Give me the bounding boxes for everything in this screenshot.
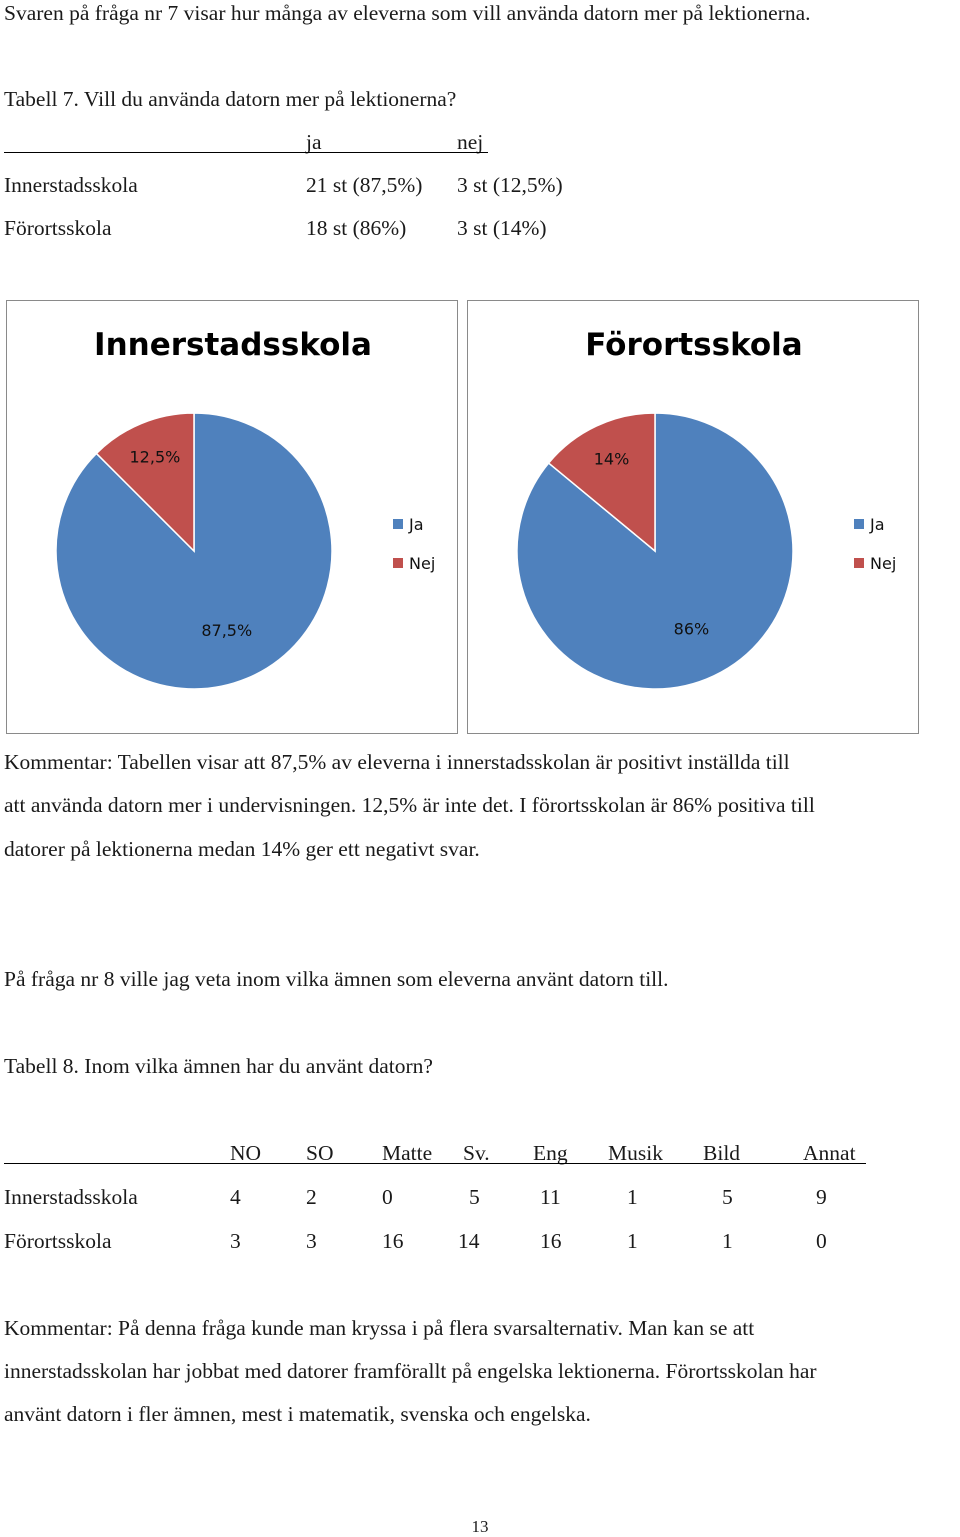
table8-cell: 0 [382, 1185, 393, 1209]
table8-cell: 5 [722, 1185, 733, 1209]
legend-label: Ja [408, 515, 424, 534]
table7-caption: Tabell 7. Vill du använda datorn mer på … [4, 87, 457, 111]
table8-header: Eng [533, 1141, 568, 1165]
table8-header: NO [230, 1141, 262, 1165]
data-label: 14% [594, 450, 630, 469]
table7-cell: 21 st (87,5%) [306, 173, 423, 197]
legend-swatch [393, 519, 403, 529]
comment8-line: innerstadsskolan har jobbat med datorer … [4, 1359, 817, 1383]
pie-slice-ja [55, 412, 333, 690]
table8-cell: 1 [722, 1229, 733, 1253]
table8-header-rule [4, 1163, 866, 1164]
data-label: 86% [674, 619, 710, 638]
pie-slice-nej [95, 412, 195, 553]
table7-header-nej: nej [457, 130, 484, 154]
table8-cell: 3 [306, 1229, 317, 1253]
table8-row-label: Förortsskola [4, 1229, 112, 1253]
table7-cell: 18 st (86%) [306, 216, 407, 240]
table7-cell: 3 st (14%) [457, 216, 547, 240]
comment7-line: datorer på lektionerna medan 14% ger ett… [4, 837, 480, 861]
data-label: 87,5% [201, 621, 252, 640]
table8-row-label: Innerstadsskola [4, 1185, 138, 1209]
table7-row-label: Förortsskola [4, 216, 112, 240]
legend-swatch [854, 519, 864, 529]
table8-caption: Tabell 8. Inom vilka ämnen har du använt… [4, 1054, 433, 1078]
pie-slice-nej [547, 412, 656, 553]
legend-label: Nej [409, 554, 435, 573]
table8-cell: 2 [306, 1185, 317, 1209]
table8-header: Sv. [463, 1141, 490, 1165]
table8-cell: 16 [382, 1229, 404, 1253]
table8-cell: 11 [540, 1185, 561, 1209]
question8-text: På fråga nr 8 ville jag veta inom vilka … [4, 967, 669, 991]
table8-header: Musik [608, 1141, 663, 1165]
table8-cell: 4 [230, 1185, 241, 1209]
table8-cell: 16 [540, 1229, 562, 1253]
legend-swatch [854, 558, 864, 568]
chart-title: Innerstadsskola [94, 327, 372, 363]
data-label: 12,5% [130, 448, 181, 467]
chart-title: Förortsskola [585, 327, 802, 363]
table8-cell: 3 [230, 1229, 241, 1253]
legend-label: Nej [870, 554, 896, 573]
comment7-line: att använda datorn mer i undervisningen.… [4, 793, 815, 817]
table7-row-label: Innerstadsskola [4, 173, 138, 197]
table8-cell: 1 [627, 1185, 638, 1209]
pie-chart-svg: Förortsskola 86% 14% Ja Nej [516, 327, 896, 690]
pie-chart-innerstadsskola: Innerstadsskola 87,5% 12,5% Ja Nej [6, 300, 458, 734]
table7-header-rule [4, 152, 488, 153]
table8-cell: 1 [627, 1229, 638, 1253]
table7-cell: 3 st (12,5%) [457, 173, 563, 197]
table8-header: SO [306, 1141, 334, 1165]
table8-cell: 5 [469, 1185, 480, 1209]
comment8-line: Kommentar: På denna fråga kunde man krys… [4, 1316, 755, 1340]
intro-text: Svaren på fråga nr 7 visar hur många av … [4, 1, 811, 25]
comment8-line: använt datorn i fler ämnen, mest i matem… [4, 1402, 591, 1426]
pie-chart-svg: Innerstadsskola 87,5% 12,5% Ja Nej [55, 327, 435, 690]
comment7-line: Kommentar: Tabellen visar att 87,5% av e… [4, 750, 790, 774]
page-number: 13 [471, 1517, 489, 1536]
pie-chart-forortsskola: Förortsskola 86% 14% Ja Nej [467, 300, 919, 734]
legend-label: Ja [869, 515, 885, 534]
table8-header: Annat [803, 1141, 856, 1165]
table8-cell: 0 [816, 1229, 827, 1253]
table7-header-ja: ja [306, 130, 322, 154]
table8-cell: 9 [816, 1185, 827, 1209]
table8-cell: 14 [458, 1229, 480, 1253]
legend-swatch [393, 558, 403, 568]
table8-header: Matte [382, 1141, 433, 1165]
table8-header: Bild [703, 1141, 741, 1165]
